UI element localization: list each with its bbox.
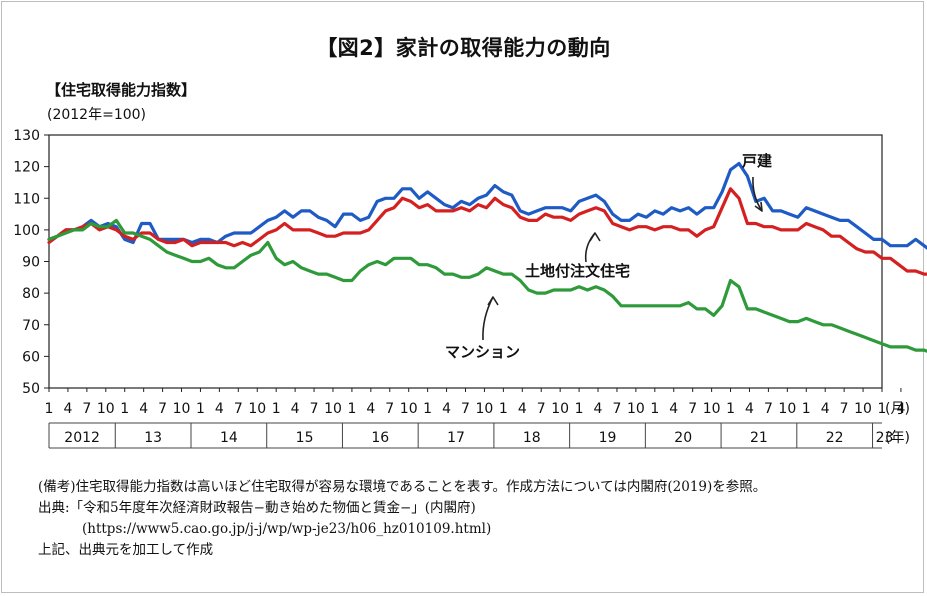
year-label: 17 xyxy=(447,430,465,446)
x-month-label: 1 xyxy=(802,401,811,417)
x-month-label: 4 xyxy=(896,401,905,417)
x-month-label: 7 xyxy=(82,401,91,417)
y-axis-unit: (2012年=100) xyxy=(47,107,147,123)
annotation-custom-house-with-land: 土地付注文住宅 xyxy=(525,262,630,280)
x-month-label: 1 xyxy=(196,401,205,417)
source-text: 出典:「令和5年度年次経済財政報告−動き始めた物価と賃金−」(内閣府) xyxy=(38,500,476,516)
chart-title: 【図2】家計の取得能力の動向 xyxy=(316,36,611,60)
year-unit-label: (年) xyxy=(885,430,910,446)
annotation-arrow xyxy=(752,176,763,212)
annotation-arrow xyxy=(584,232,596,263)
x-month-label: 7 xyxy=(688,401,697,417)
y-tick-label: 80 xyxy=(22,286,40,302)
x-month-label: 4 xyxy=(821,401,830,417)
x-month-label: 1 xyxy=(726,401,735,417)
x-month-label: 1 xyxy=(347,401,356,417)
x-month-label: 1 xyxy=(575,401,584,417)
year-label: 18 xyxy=(523,430,541,446)
series-line-custom-house-with-land xyxy=(47,187,927,276)
x-month-label: 10 xyxy=(173,401,191,417)
annotation-arrowhead xyxy=(589,232,601,242)
x-month-label: 4 xyxy=(518,401,527,417)
y-tick-label: 60 xyxy=(22,349,40,365)
x-month-label: 10 xyxy=(248,401,266,417)
series-line-detached-house xyxy=(47,161,927,250)
x-month-label: 10 xyxy=(551,401,569,417)
y-axis-title: 【住宅取得能力指数】 xyxy=(46,81,197,99)
year-label: 15 xyxy=(296,430,314,446)
annotation-arrowhead xyxy=(754,201,763,212)
x-month-label: 4 xyxy=(366,401,375,417)
y-tick-label: 120 xyxy=(13,160,40,176)
year-label: 23 xyxy=(876,430,894,446)
annotation-detached-house: 戸建 xyxy=(742,152,773,170)
month-unit-label: (月) xyxy=(885,401,910,417)
x-month-label: 7 xyxy=(234,401,243,417)
year-label: 21 xyxy=(750,430,768,446)
x-month-label: 1 xyxy=(878,401,887,417)
x-month-label: 1 xyxy=(120,401,129,417)
year-label: 16 xyxy=(371,430,389,446)
x-month-label: 7 xyxy=(612,401,621,417)
series-line-condominium xyxy=(47,218,927,353)
year-label: 14 xyxy=(220,430,238,446)
x-month-label: 4 xyxy=(442,401,451,417)
year-label: 20 xyxy=(674,430,692,446)
x-month-label: 4 xyxy=(63,401,72,417)
source-url: (https://www5.cao.go.jp/j-j/wp/wp-je23/h… xyxy=(82,521,492,537)
y-tick-label: 50 xyxy=(22,381,40,397)
x-month-label: 1 xyxy=(499,401,508,417)
year-label: 13 xyxy=(144,430,162,446)
notes-block: (備考)住宅取得能力指数は高いほど住宅取得が容易な環境であることを表す。作成方法… xyxy=(38,477,918,561)
annotation-condominium: マンション xyxy=(445,343,520,361)
x-month-label: 10 xyxy=(854,401,872,417)
x-month-label: 10 xyxy=(97,401,115,417)
year-label: 22 xyxy=(826,430,844,446)
y-tick-label: 70 xyxy=(22,318,40,334)
x-month-label: 4 xyxy=(291,401,300,417)
x-month-label: 1 xyxy=(423,401,432,417)
y-tick-label: 90 xyxy=(22,255,40,271)
x-month-label: 1 xyxy=(650,401,659,417)
x-month-label: 10 xyxy=(778,401,796,417)
year-label: 2012 xyxy=(64,430,100,446)
x-month-label: 7 xyxy=(158,401,167,417)
x-month-label: 7 xyxy=(537,401,546,417)
y-tick-label: 130 xyxy=(13,128,40,144)
x-month-label: 4 xyxy=(669,401,678,417)
annotation-arrow xyxy=(482,296,494,341)
y-tick-label: 110 xyxy=(13,191,40,207)
x-month-label: 7 xyxy=(461,401,470,417)
x-month-label: 4 xyxy=(139,401,148,417)
x-month-label: 4 xyxy=(215,401,224,417)
x-month-label: 7 xyxy=(310,401,319,417)
x-month-label: 4 xyxy=(745,401,754,417)
y-tick-label: 100 xyxy=(13,223,40,239)
annotation-arrowhead xyxy=(487,296,499,306)
x-month-label: 1 xyxy=(45,401,54,417)
x-month-label: 7 xyxy=(385,401,394,417)
year-label: 19 xyxy=(599,430,617,446)
x-month-label: 10 xyxy=(627,401,645,417)
x-month-label: 10 xyxy=(400,401,418,417)
x-month-label: 10 xyxy=(324,401,342,417)
x-month-label: 10 xyxy=(703,401,721,417)
x-month-label: 10 xyxy=(476,401,494,417)
x-month-label: 4 xyxy=(594,401,603,417)
x-month-label: 1 xyxy=(272,401,281,417)
x-month-label: 7 xyxy=(764,401,773,417)
note-text: (備考)住宅取得能力指数は高いほど住宅取得が容易な環境であることを表す。作成方法… xyxy=(38,479,767,495)
x-month-label: 7 xyxy=(840,401,849,417)
modification-note: 上記、出典元を加工して作成 xyxy=(38,542,214,558)
